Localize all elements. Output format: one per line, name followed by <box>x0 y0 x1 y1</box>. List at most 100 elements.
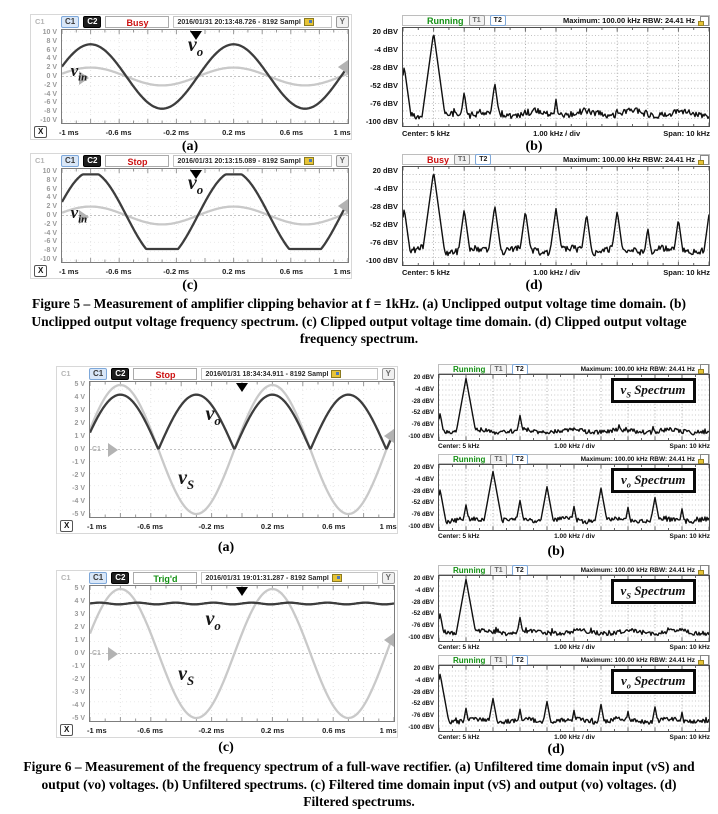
channel1-button[interactable]: C1 <box>61 16 80 28</box>
trigger-level-marker-icon[interactable] <box>384 429 394 443</box>
frequency-per-div-label: 1.00 kHz / div <box>554 443 595 450</box>
status-box: Stop <box>133 368 198 380</box>
subfigure-label-5b: (b) <box>525 139 543 154</box>
y-tick-label: 5 V <box>74 381 85 388</box>
trace1-button[interactable]: T1 <box>490 363 507 375</box>
channel1-level-marker-icon[interactable] <box>79 71 90 86</box>
x-axis-button[interactable]: X <box>60 724 74 736</box>
trigger-level-marker-icon[interactable] <box>338 199 348 214</box>
timestamp-box: 2016/01/31 19:01:31.287 - 8192 Sampl <box>201 572 378 584</box>
subfigure-label-5d: (d) <box>525 278 543 293</box>
export-icon[interactable] <box>698 565 709 575</box>
trigger-level-marker-icon[interactable] <box>384 633 394 647</box>
y-tick-label: -2 V <box>44 81 57 89</box>
channel2-button[interactable]: C2 <box>111 572 130 584</box>
timestamp-box: 2016/01/31 18:34:34.911 - 8192 Sampl <box>201 368 378 380</box>
y-axis-button[interactable]: Y <box>381 368 395 380</box>
y-tick-label: -4 V <box>72 702 85 709</box>
trace-label-vin: vin <box>70 203 88 226</box>
channel2-button[interactable]: C2 <box>83 155 102 167</box>
y-tick-label: -4 dBV <box>374 184 398 193</box>
acquisition-status: Busy <box>126 18 149 28</box>
acquisition-status: Trig'd <box>153 574 178 584</box>
snapshot-icon[interactable] <box>303 157 314 165</box>
frequency-per-div-label: 1.00 kHz / div <box>554 533 595 540</box>
time-axis-labels: -1 ms -0.6 ms -0.2 ms 0.2 ms 0.6 ms 1 ms <box>87 520 397 532</box>
export-icon[interactable] <box>698 454 709 464</box>
y-tick-label: -76 dBV <box>370 238 398 247</box>
y-tick-label: 3 V <box>74 611 85 618</box>
y-tick-label: 8 V <box>46 37 57 45</box>
trace2-button[interactable]: T2 <box>511 654 528 666</box>
export-icon[interactable] <box>698 364 709 374</box>
channel2-button[interactable]: C2 <box>83 16 102 28</box>
y-tick-label: 10 V <box>42 29 57 36</box>
trace2-button[interactable]: T2 <box>489 15 506 26</box>
trace-label-vo: vo <box>205 402 221 428</box>
x-tick-label: -0.6 ms <box>137 522 164 531</box>
trigger-position-marker-icon[interactable] <box>236 383 248 392</box>
spectrum-panel-fig6b-vo: Running T1 T2 Maximum: 100.00 kHz RBW: 2… <box>400 453 712 541</box>
trace2-button[interactable]: T2 <box>475 154 492 165</box>
channel1-button[interactable]: C1 <box>89 572 108 584</box>
channel1-level-marker-icon[interactable] <box>108 646 119 661</box>
trigger-position-marker-icon[interactable] <box>236 587 248 596</box>
label-rest: Spectrum <box>630 381 686 397</box>
frequency-per-div-label: 1.00 kHz / div <box>533 267 581 277</box>
analyzer-status: Running <box>427 15 464 26</box>
y-tick-label: -2 V <box>72 676 85 683</box>
x-axis-button[interactable]: X <box>34 265 48 277</box>
timestamp-box: 2016/01/31 20:13:48.726 - 8192 Sampl <box>173 16 332 28</box>
y-tick-label: -52 dBV <box>411 410 434 417</box>
analyzer-footer: Center: 5 kHz 1.00 kHz / div Span: 10 kH… <box>438 733 710 742</box>
y-tick-label: -76 dBV <box>411 623 434 630</box>
analyzer-toolbar: Busy T1 T2 Maximum: 100.00 kHz RBW: 24.4… <box>402 154 710 165</box>
spectrum-label-box: vS Spectrum <box>610 377 696 404</box>
channel2-button[interactable]: C2 <box>111 368 130 380</box>
channel1-level-marker-icon[interactable] <box>79 210 90 225</box>
analyzer-settings-readout: Maximum: 100.00 kHz RBW: 24.41 Hz <box>580 455 695 463</box>
x-axis-button[interactable]: X <box>34 126 48 138</box>
y-tick-label: -3 V <box>72 689 85 696</box>
label-sub: o <box>626 480 631 490</box>
channel1-corner-label: C1 <box>35 156 45 165</box>
y-axis-button[interactable]: Y <box>381 572 395 584</box>
oscilloscope-panel-fig6a: C1 C1 C2 Stop 2016/01/31 18:34:34.911 - … <box>56 366 398 534</box>
export-icon[interactable] <box>698 15 709 26</box>
y-tick-label: -28 dBV <box>370 202 398 211</box>
snapshot-icon[interactable] <box>331 370 342 378</box>
waveform-area: vo vin <box>61 168 349 263</box>
trace1-button[interactable]: T1 <box>490 654 507 666</box>
snapshot-icon[interactable] <box>303 18 314 26</box>
trigger-position-marker-icon[interactable] <box>190 170 203 179</box>
trace1-button[interactable]: T1 <box>490 564 507 576</box>
trace2-button[interactable]: T2 <box>511 453 528 465</box>
trace2-button[interactable]: T2 <box>511 564 528 576</box>
y-axis-button[interactable]: Y <box>335 16 349 28</box>
export-icon[interactable] <box>698 655 709 665</box>
channel1-button[interactable]: C1 <box>61 155 80 167</box>
y-tick-label: 8 V <box>46 176 57 184</box>
trace2-button[interactable]: T2 <box>511 363 528 375</box>
channel1-button[interactable]: C1 <box>89 368 108 380</box>
trace1-button[interactable]: T1 <box>454 154 471 165</box>
waveform-plot <box>62 30 348 123</box>
x-tick-label: 0.2 ms <box>260 522 285 531</box>
y-axis-button[interactable]: Y <box>335 155 349 167</box>
analyzer-status: Running <box>453 565 486 575</box>
x-axis-button[interactable]: X <box>60 520 74 532</box>
span-label: Span: 10 kHz <box>669 644 710 651</box>
export-icon[interactable] <box>698 154 709 165</box>
waveform-plot <box>62 169 348 262</box>
y-tick-label: -4 V <box>44 90 57 98</box>
trace1-button[interactable]: T1 <box>468 15 485 26</box>
trigger-level-marker-icon[interactable] <box>338 60 348 75</box>
snapshot-icon[interactable] <box>331 574 342 582</box>
y-tick-label: -5 V <box>72 511 85 518</box>
y-tick-label: -6 V <box>44 99 57 107</box>
channel1-level-marker-icon[interactable] <box>108 442 119 457</box>
trace1-button[interactable]: T1 <box>490 453 507 465</box>
y-tick-label: 4 V <box>74 598 85 605</box>
oscilloscope-panel-fig6c: C1 C1 C2 Trig'd 2016/01/31 19:01:31.287 … <box>56 570 398 738</box>
trigger-position-marker-icon[interactable] <box>190 31 203 40</box>
